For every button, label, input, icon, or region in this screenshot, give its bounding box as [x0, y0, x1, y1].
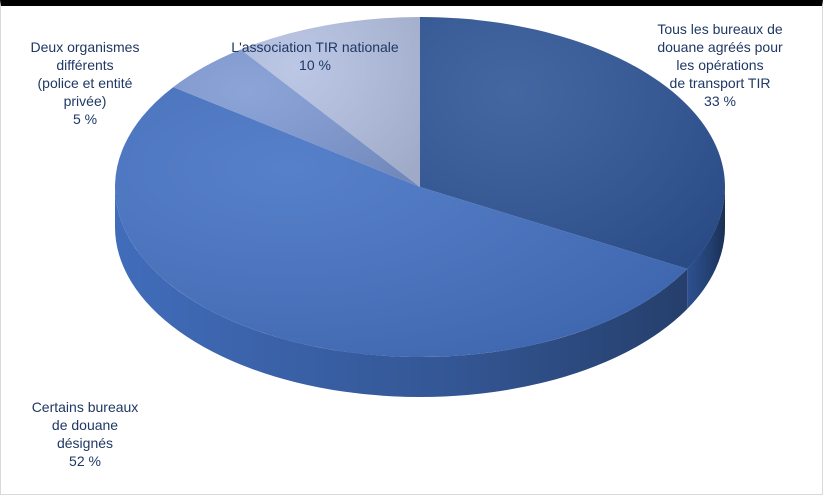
pie-side-tous-bureaux — [687, 187, 725, 309]
slice-label-tous-bureaux: Tous les bureaux de douane agréés pour l… — [620, 20, 820, 110]
slice-value-deux-organismes: 5 % — [72, 111, 98, 127]
pie-slice-association-tir — [240, 17, 420, 187]
slice-value-certains-bureaux: 52 % — [69, 453, 101, 469]
slice-value-association-tir: 10 % — [299, 57, 331, 73]
slice-label-certains-bureaux: Certains bureaux de douane désignés 52 % — [10, 398, 160, 470]
pie-slice-certains-bureaux — [115, 87, 688, 357]
pie-slice-deux-organismes — [173, 49, 420, 188]
slice-label-deux-organismes: Deux organismes différents (police et en… — [10, 38, 160, 128]
pie-slice-tous-bureaux — [420, 17, 725, 269]
pie-side-certains-bureaux — [115, 187, 688, 398]
slice-value-tous-bureaux: 33 % — [704, 93, 736, 109]
slice-label-association-tir: L'association TIR nationale 10 % — [200, 38, 430, 74]
